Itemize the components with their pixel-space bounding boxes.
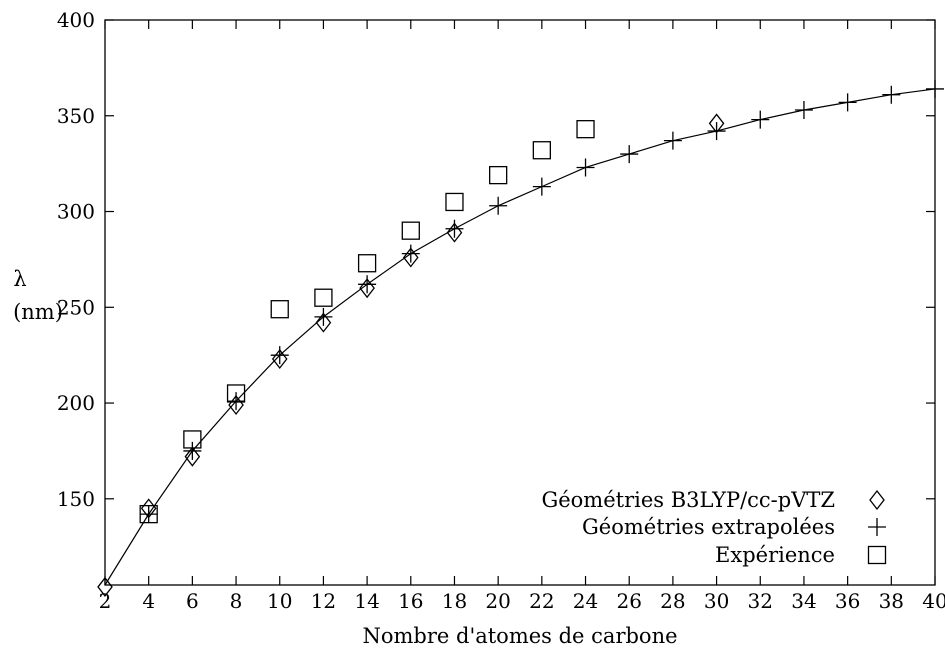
plus-marker	[227, 392, 246, 411]
x-tick-labels: 2 4 6 8 10 12 14 16 18 20 22 24 26 28 30 32 34 36 38 40	[99, 589, 945, 613]
x-tick-label: 20	[485, 589, 510, 613]
plus-marker	[926, 79, 944, 98]
diamond-marker	[315, 312, 332, 333]
plus-marker	[358, 275, 377, 294]
x-tick-label: 12	[311, 589, 336, 613]
plus-marker	[838, 93, 857, 112]
legend: Géométries B3LYP/cc-pVTZ Géométries extra…	[541, 488, 887, 567]
plus-marker	[270, 346, 289, 365]
x-tick-label: 14	[354, 589, 379, 613]
square-marker	[183, 430, 202, 449]
legend-label: Expérience	[715, 543, 835, 567]
square-marker	[139, 504, 158, 524]
x-tick-label: 2	[99, 589, 112, 613]
x-tick-label: 40	[922, 589, 945, 613]
diamond-marker	[446, 222, 463, 243]
y-tick-label: 250	[57, 295, 95, 319]
legend-label: Géométries B3LYP/cc-pVTZ	[541, 488, 835, 512]
diamond-marker	[97, 576, 113, 597]
x-axis-title: Nombre d'atomes de carbone	[362, 624, 677, 648]
x-tick-label: 16	[398, 589, 423, 613]
x-tick-label: 26	[616, 589, 641, 613]
fit-curve	[104, 88, 936, 586]
axis-ticks	[104, 19, 936, 585]
plus-marker	[751, 110, 770, 129]
x-tick-label: 24	[573, 589, 598, 613]
x-tick-label: 36	[835, 589, 860, 613]
square-marker	[489, 165, 508, 185]
y-tick-labels: 150 200 250 300 350 400	[57, 8, 95, 511]
plus-marker	[314, 307, 333, 326]
plus-marker	[882, 85, 901, 104]
square-marker	[867, 545, 887, 565]
plus-marker	[401, 244, 420, 263]
plus-marker	[183, 441, 202, 460]
x-tick-label: 10	[267, 589, 292, 613]
square-marker	[357, 254, 377, 273]
square-marker	[226, 384, 246, 403]
x-tick-label: 22	[529, 589, 554, 613]
plus-marker	[620, 145, 639, 164]
y-tick-label: 300	[57, 200, 95, 224]
x-tick-label: 34	[791, 589, 816, 613]
plus-marker	[489, 196, 508, 215]
x-tick-label: 4	[142, 589, 155, 613]
square-marker	[445, 192, 464, 212]
square-marker	[270, 300, 289, 319]
plus-marker	[663, 131, 682, 150]
y-axis-unit: (nm)	[13, 300, 63, 324]
square-marker	[314, 288, 333, 307]
y-tick-label: 200	[57, 391, 95, 415]
x-tick-label: 8	[230, 589, 243, 613]
plus-marker	[139, 505, 158, 524]
x-tick-label: 18	[442, 589, 467, 613]
square-marker	[532, 141, 551, 160]
series-plus	[139, 79, 944, 524]
x-tick-label: 28	[660, 589, 685, 613]
plus-marker	[794, 101, 813, 120]
y-tick-label: 150	[57, 487, 95, 511]
diamond-marker	[869, 489, 885, 511]
plus-marker	[707, 122, 726, 141]
plus-marker	[576, 158, 595, 177]
x-tick-label: 38	[879, 589, 904, 613]
plus-marker	[868, 518, 886, 536]
x-tick-label: 6	[186, 589, 199, 613]
data-marks	[97, 79, 944, 597]
y-tick-label: 400	[57, 8, 95, 32]
diamond-marker	[271, 348, 288, 370]
plus-marker	[532, 177, 551, 196]
x-tick-label: 32	[748, 589, 773, 613]
plot-frame	[104, 19, 936, 586]
square-marker	[401, 221, 420, 240]
plus-marker	[445, 219, 464, 238]
legend-label: Géométries extrapolées	[582, 515, 835, 539]
x-tick-label: 30	[704, 589, 729, 613]
diamond-marker	[184, 446, 201, 467]
square-marker	[576, 120, 595, 139]
series-square	[139, 120, 595, 524]
y-axis-symbol: λ	[13, 267, 26, 291]
y-tick-label: 350	[57, 104, 95, 128]
diamond-marker	[402, 247, 419, 268]
diamond-marker	[359, 278, 375, 299]
